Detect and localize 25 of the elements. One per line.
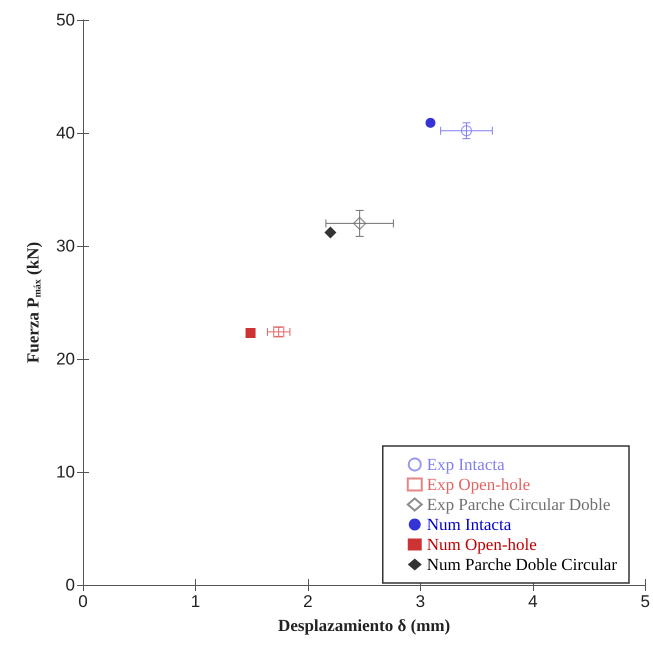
- legend-label: Exp Parche Circular Doble: [426, 495, 610, 514]
- legend-label: Exp Intacta: [426, 455, 506, 474]
- y-tick-label: 30: [56, 236, 75, 256]
- x-tick-label: 3: [416, 592, 426, 611]
- x-tick-label: 2: [303, 592, 313, 611]
- point: [460, 125, 472, 136]
- legend-label: Num Parche Doble Circular: [426, 555, 618, 574]
- y-tick-label: 40: [56, 124, 75, 142]
- y-axis-title: Fuerza Pmáx (kN): [24, 242, 44, 364]
- legend-label: Exp Open-hole: [426, 475, 530, 494]
- x-tick-label: 5: [640, 592, 650, 611]
- point: [425, 118, 436, 128]
- y-tick-label: 50: [56, 10, 75, 30]
- point: [353, 216, 366, 230]
- y-tick-label: 10: [56, 462, 75, 482]
- y-tick-label: 0: [66, 576, 75, 594]
- x-axis-title: Desplazamiento δ (mm): [278, 616, 450, 635]
- y-tick-label: 20: [56, 350, 75, 368]
- x-tick-label: 1: [190, 592, 200, 611]
- point: [324, 226, 336, 238]
- point: [246, 328, 256, 338]
- x-tick-label: 4: [528, 592, 538, 611]
- legend-label: Num Intacta: [426, 515, 512, 534]
- x-tick-label: 0: [78, 592, 88, 611]
- legend-label: Num Open-hole: [426, 535, 537, 554]
